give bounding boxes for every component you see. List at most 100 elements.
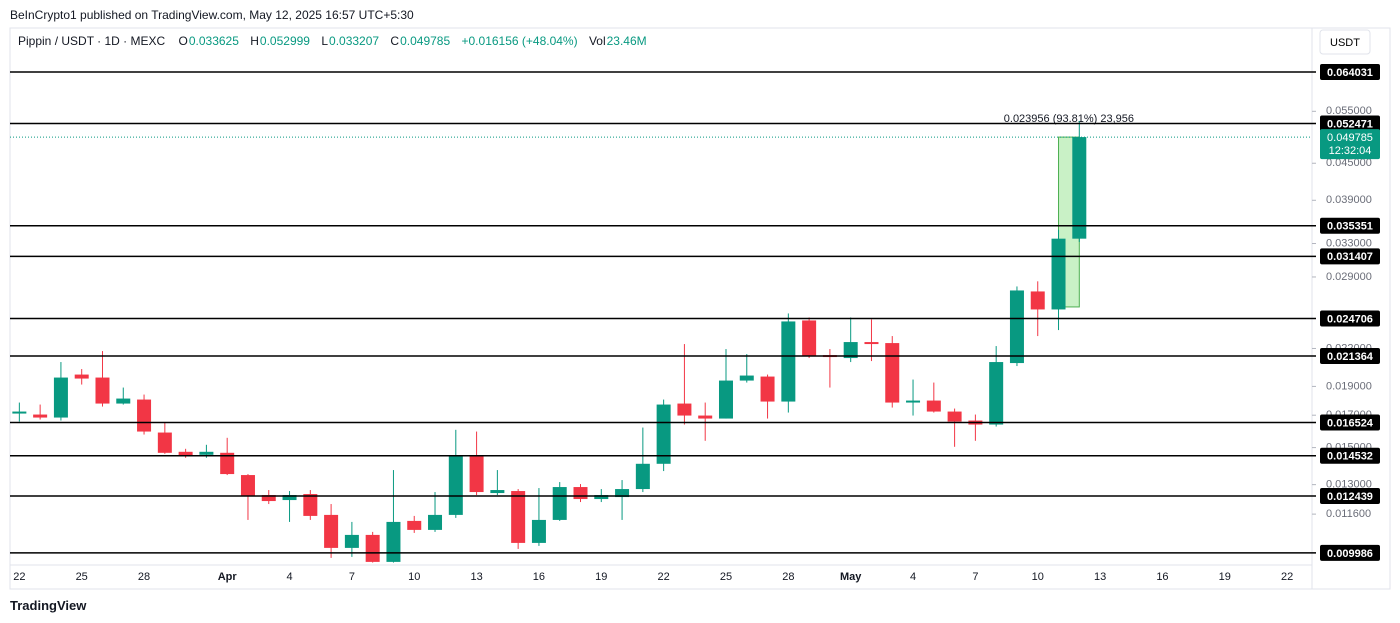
x-tick-label: 4: [286, 571, 292, 583]
high-label: H: [250, 34, 259, 48]
candle-body: [261, 495, 276, 502]
countdown: 12:32:04: [1329, 145, 1372, 157]
candle-body: [199, 451, 214, 455]
currency-box[interactable]: [1319, 29, 1371, 55]
candle-body: [407, 520, 422, 530]
candle-body: [95, 377, 110, 404]
candle-body: [1051, 238, 1066, 310]
level-label: 0.024706: [1327, 313, 1373, 325]
level-label: 0.012439: [1327, 491, 1373, 503]
candle-body: [303, 494, 318, 516]
y-tick-label: 0.039000: [1326, 194, 1372, 206]
open-label: O: [178, 34, 188, 48]
candle-body: [490, 490, 505, 494]
candle-body: [220, 452, 235, 475]
y-tick-label: 0.011600: [1326, 508, 1371, 520]
y-tick-label: 0.029000: [1326, 271, 1372, 283]
candle-body: [240, 475, 255, 497]
x-tick-label: 13: [1094, 571, 1106, 583]
x-tick-label: 22: [658, 571, 670, 583]
y-tick-label: 0.013000: [1326, 479, 1372, 491]
candle-body: [53, 377, 68, 418]
candle-body: [739, 375, 754, 381]
candle-body: [1030, 291, 1045, 310]
candle-body: [718, 380, 733, 419]
x-tick-label: 7: [972, 571, 978, 583]
level-label: 0.035351: [1327, 221, 1373, 233]
candle-body: [157, 432, 172, 453]
close-label: C: [390, 34, 400, 48]
range-label: 0.023956 (93.81%) 23,956: [1004, 113, 1134, 125]
candle-body: [760, 376, 775, 402]
x-tick-label: 22: [1281, 571, 1293, 583]
high-value: 0.052999: [259, 34, 310, 48]
candle-body: [781, 321, 796, 402]
candle-body: [698, 415, 713, 419]
last-price-box: [1320, 129, 1380, 160]
y-tick-label: 0.055000: [1326, 105, 1372, 117]
level-label: 0.031407: [1327, 251, 1373, 263]
candle-body: [74, 374, 89, 379]
level-label: 0.016524: [1327, 417, 1374, 429]
candle-body: [1009, 290, 1024, 364]
candle-body: [947, 411, 962, 422]
candle-body: [116, 398, 131, 404]
candle-body: [802, 320, 817, 357]
y-tick-label: 0.019000: [1326, 380, 1372, 392]
x-tick-label: 19: [1219, 571, 1231, 583]
candle-body: [552, 487, 567, 520]
legend: Pippin / USDT · 1D · MEXC O0.033625 H0.0…: [18, 34, 655, 48]
candle-body: [677, 403, 692, 416]
candle-body: [594, 495, 609, 500]
candle-body: [511, 491, 526, 543]
x-tick-label: May: [840, 571, 862, 583]
x-tick-label: 16: [1156, 571, 1168, 583]
volume-label: Vol: [588, 34, 606, 48]
publish-info: BeInCrypto1 published on TradingView.com…: [10, 8, 414, 22]
candle-body: [1072, 137, 1087, 239]
level-label-box: [1320, 115, 1380, 132]
candle-body: [386, 521, 401, 562]
volume: 23.46M: [606, 34, 647, 48]
candle-body: [12, 411, 27, 414]
low-label: L: [321, 34, 329, 48]
y-tick-label: 0.045000: [1326, 157, 1372, 169]
candle-body: [33, 414, 48, 418]
candle-body: [178, 451, 193, 456]
chart-frame: [9, 27, 1391, 590]
level-label-box: [1320, 544, 1380, 561]
x-tick-label: 25: [76, 571, 88, 583]
x-tick-label: 10: [1032, 571, 1044, 583]
x-tick-label: 7: [349, 571, 355, 583]
level-label-box: [1320, 348, 1380, 365]
x-tick-label: Apr: [218, 571, 238, 583]
candle-body: [428, 514, 443, 530]
x-tick-label: 16: [533, 571, 545, 583]
x-tick-label: 28: [782, 571, 794, 583]
footer-logo: TradingView: [10, 598, 87, 613]
candle-body: [989, 362, 1004, 425]
level-label: 0.064031: [1327, 67, 1373, 79]
x-tick-label: 4: [910, 571, 916, 583]
candle-body: [926, 400, 941, 412]
candle-body: [656, 404, 671, 464]
candle-body: [448, 455, 463, 515]
level-label-box: [1320, 414, 1380, 431]
candle-body: [635, 463, 650, 490]
candle-body: [324, 514, 339, 548]
last-price-label: 0.049785: [1327, 132, 1373, 144]
y-tick-label: 0.033000: [1326, 237, 1372, 249]
candle-body: [864, 342, 879, 345]
x-tick-label: 28: [138, 571, 150, 583]
candle-body: [137, 399, 152, 432]
candle-body: [365, 534, 380, 562]
candle-body: [344, 534, 359, 548]
candle-body: [615, 489, 630, 498]
candle-body: [906, 400, 921, 403]
level-label-box: [1320, 488, 1380, 505]
open-value: 0.033625: [188, 34, 239, 48]
x-tick-label: 25: [720, 571, 732, 583]
candle-body: [531, 519, 546, 543]
